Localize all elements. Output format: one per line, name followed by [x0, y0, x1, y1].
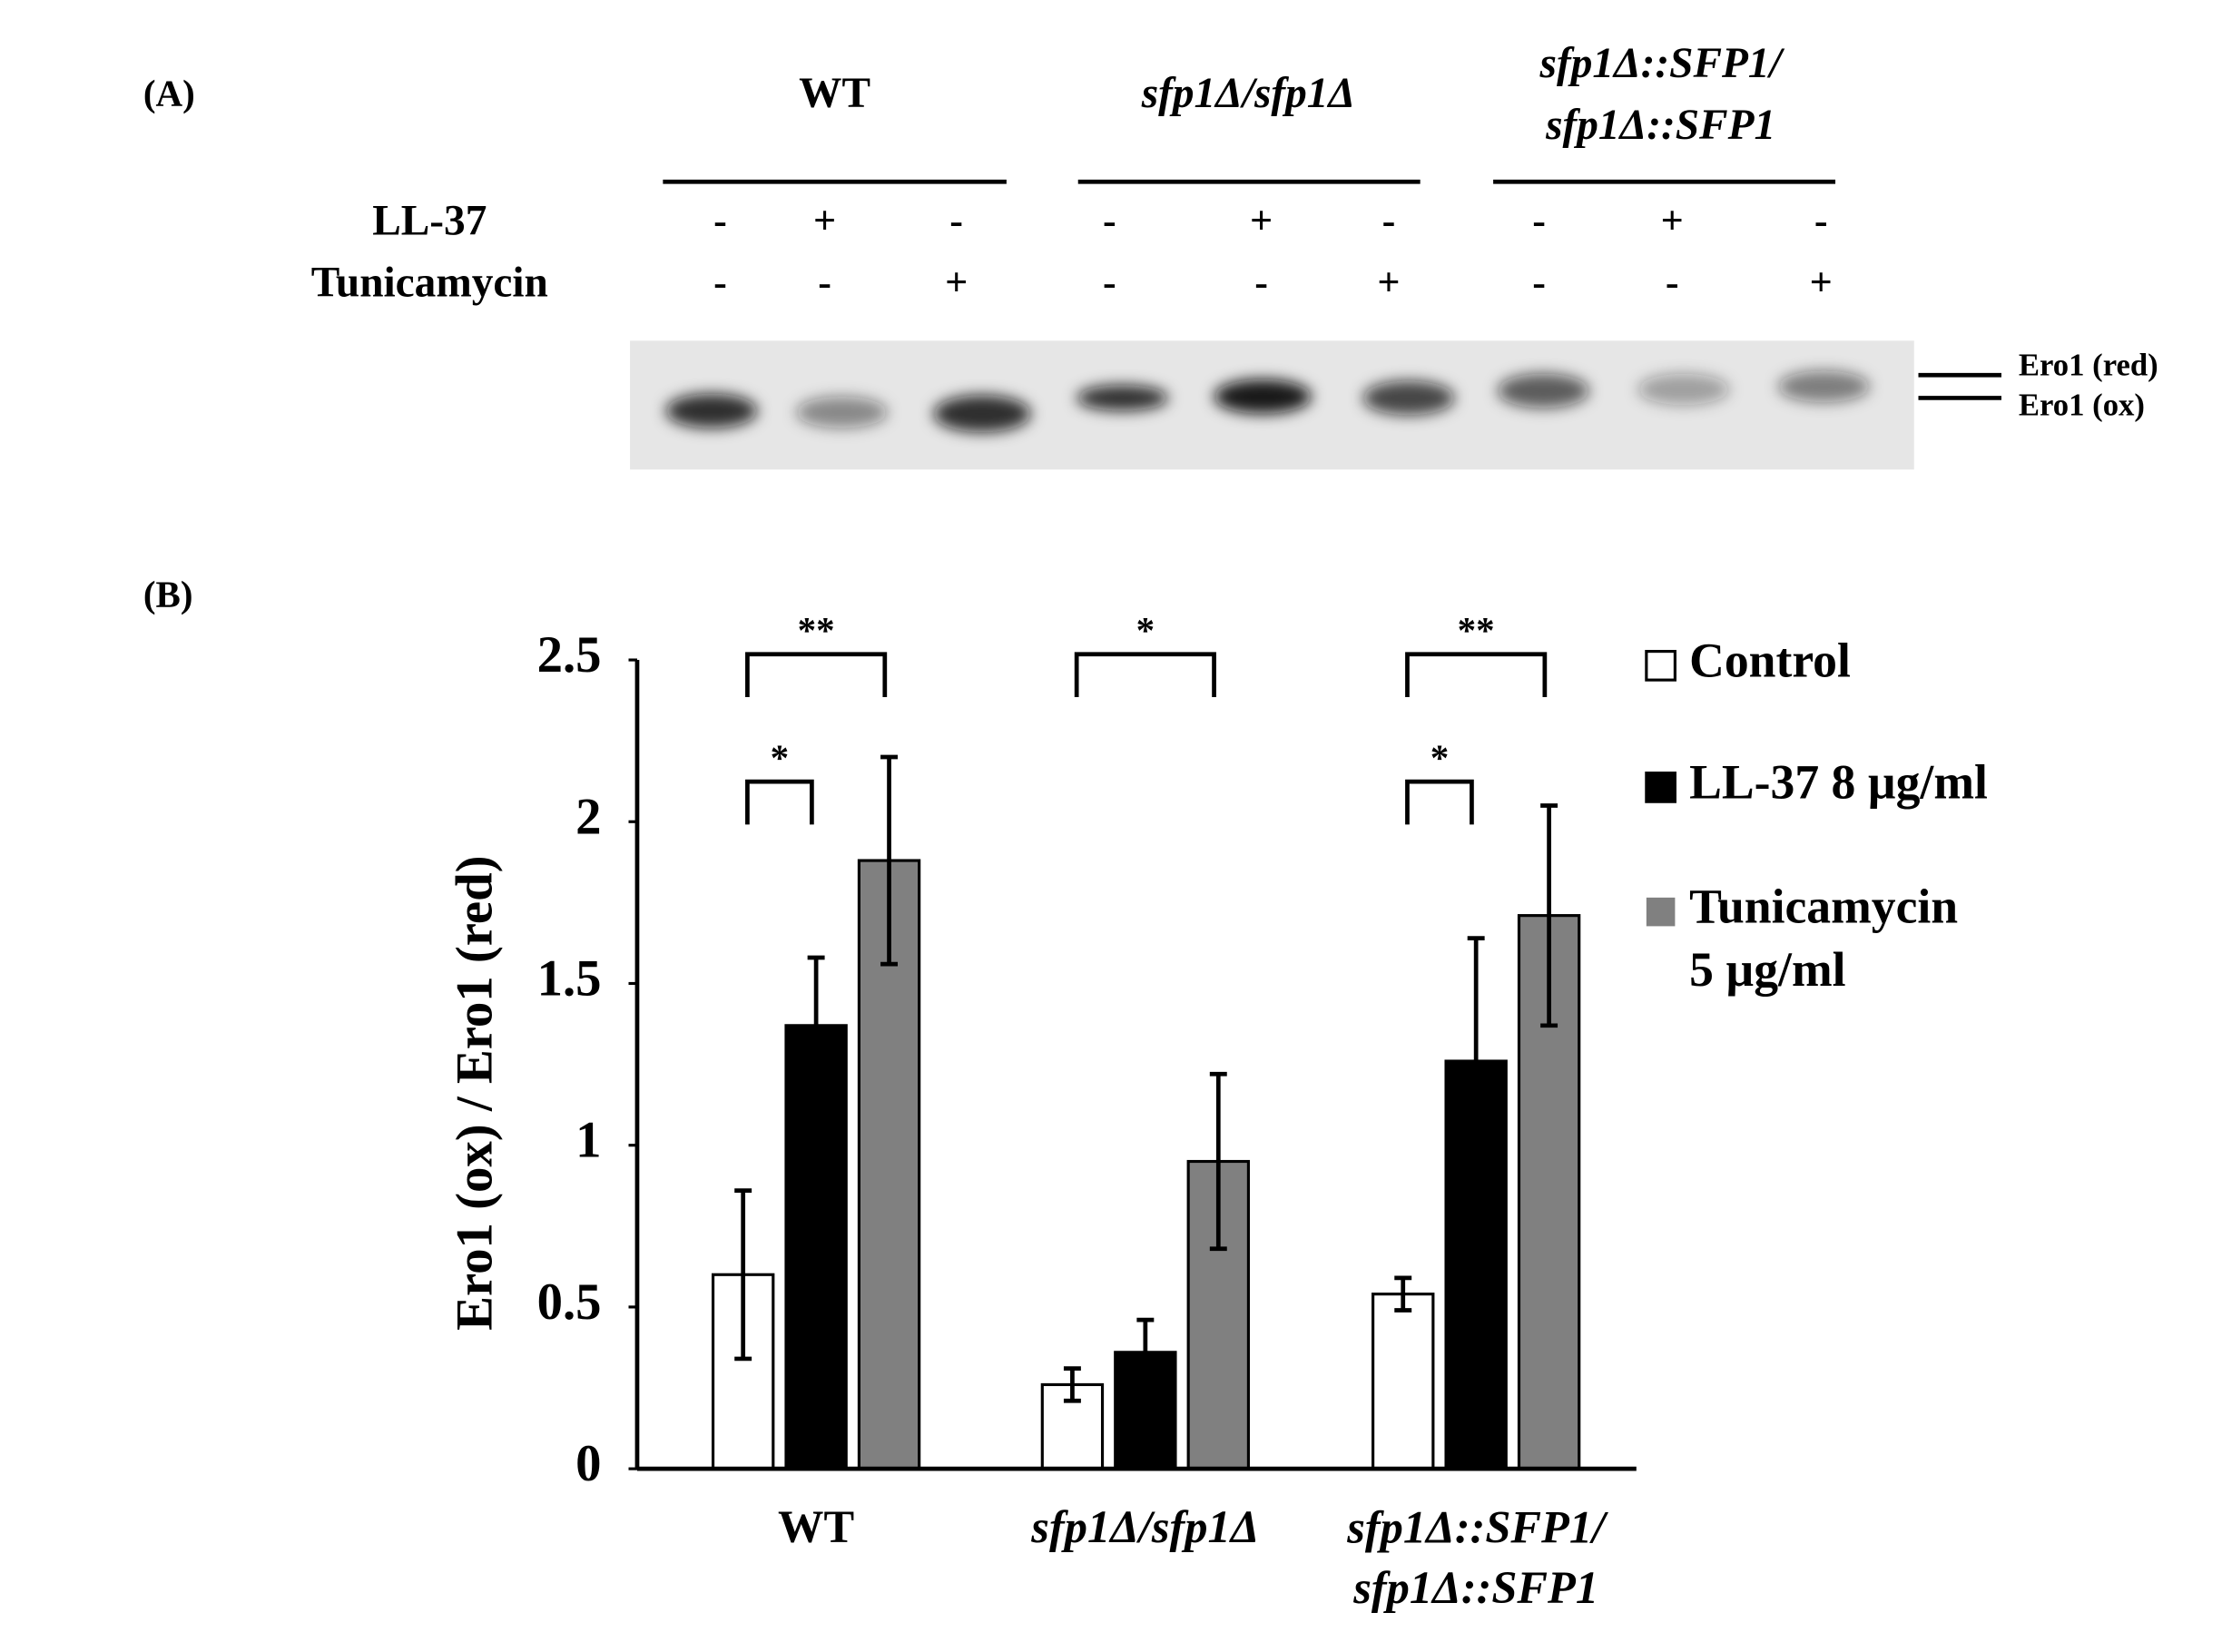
- legend-swatch: [1646, 897, 1676, 927]
- treatment-sign: -: [949, 199, 963, 243]
- significance-bracket: [1405, 779, 1474, 825]
- error-bar: [807, 955, 825, 1096]
- treatment-sign: -: [1532, 199, 1546, 243]
- error-bar: [1209, 1071, 1227, 1252]
- y-tick-label: 1: [575, 1112, 601, 1169]
- bar: [784, 1024, 848, 1470]
- significance-bracket: [1405, 652, 1548, 698]
- treatment-sign: -: [713, 261, 727, 305]
- legend-swatch: [1645, 772, 1676, 803]
- treatment-sign: +: [1661, 199, 1684, 243]
- y-tick-label: 0: [575, 1435, 601, 1492]
- error-bar: [1136, 1317, 1155, 1387]
- band-label: Ero1 (red): [2019, 347, 2158, 382]
- y-tick-label: 2: [575, 788, 601, 845]
- legend-label: Tunicamycin 5 µg/ml: [1689, 880, 1958, 997]
- treatment-sign: -: [1382, 199, 1396, 243]
- error-bar: [880, 754, 899, 967]
- treatment-sign: -: [1103, 199, 1116, 243]
- treatment-sign: -: [1532, 261, 1546, 305]
- treatment-sign: +: [813, 199, 836, 243]
- error-bar: [734, 1188, 752, 1362]
- treatment-sign: +: [945, 261, 968, 305]
- treatment-sign: -: [1254, 261, 1268, 305]
- significance-label: *: [1431, 736, 1450, 778]
- y-tick-label: 2.5: [537, 626, 602, 683]
- significance-label: *: [771, 736, 790, 778]
- x-tick-label: sfp1Δ::SFP1/sfp1Δ::SFP1: [1346, 1501, 1608, 1612]
- strain-label: WT: [799, 70, 870, 117]
- x-tick-label: sfp1Δ/sfp1Δ: [1030, 1501, 1259, 1552]
- treatment-label: Tunicamycin: [311, 259, 548, 306]
- significance-label: *: [1136, 609, 1155, 651]
- x-tick-label: WT: [778, 1501, 854, 1552]
- significance-label: **: [1458, 609, 1495, 651]
- y-tick-label: 0.5: [537, 1273, 602, 1331]
- strain-label: sfp1Δ::SFP1/sfp1Δ::SFP1: [1539, 40, 1785, 149]
- panel-label: (A): [143, 73, 195, 114]
- legend-label: LL-37 8 µg/ml: [1689, 755, 1988, 810]
- bar: [1372, 1293, 1435, 1470]
- treatment-label: LL-37: [372, 197, 487, 244]
- error-bar: [1394, 1275, 1412, 1313]
- error-bar: [1540, 803, 1558, 1028]
- panel-label: (B): [143, 574, 193, 615]
- treatment-sign: -: [818, 261, 831, 305]
- treatment-sign: -: [1103, 261, 1116, 305]
- legend-swatch: [1645, 650, 1676, 682]
- treatment-sign: +: [1250, 199, 1273, 243]
- treatment-sign: +: [1810, 261, 1833, 305]
- significance-bracket: [1074, 652, 1216, 698]
- y-tick-label: 1.5: [537, 950, 602, 1008]
- y-axis-title: Ero1 (ox) / Ero1 (red): [447, 855, 504, 1330]
- significance-label: **: [798, 609, 835, 651]
- significance-bracket: [745, 652, 888, 698]
- significance-bracket: [745, 779, 814, 825]
- treatment-sign: -: [1666, 261, 1679, 305]
- strain-label: sfp1Δ/sfp1Δ: [1141, 70, 1355, 117]
- blot-image: [630, 340, 2001, 470]
- band-label: Ero1 (ox): [2019, 387, 2145, 422]
- error-bar: [1063, 1366, 1081, 1403]
- treatment-sign: -: [1814, 199, 1828, 243]
- treatment-sign: +: [1377, 261, 1400, 305]
- legend-label: Control: [1689, 634, 1851, 688]
- treatment-sign: -: [713, 199, 727, 243]
- error-bar: [1467, 936, 1485, 1186]
